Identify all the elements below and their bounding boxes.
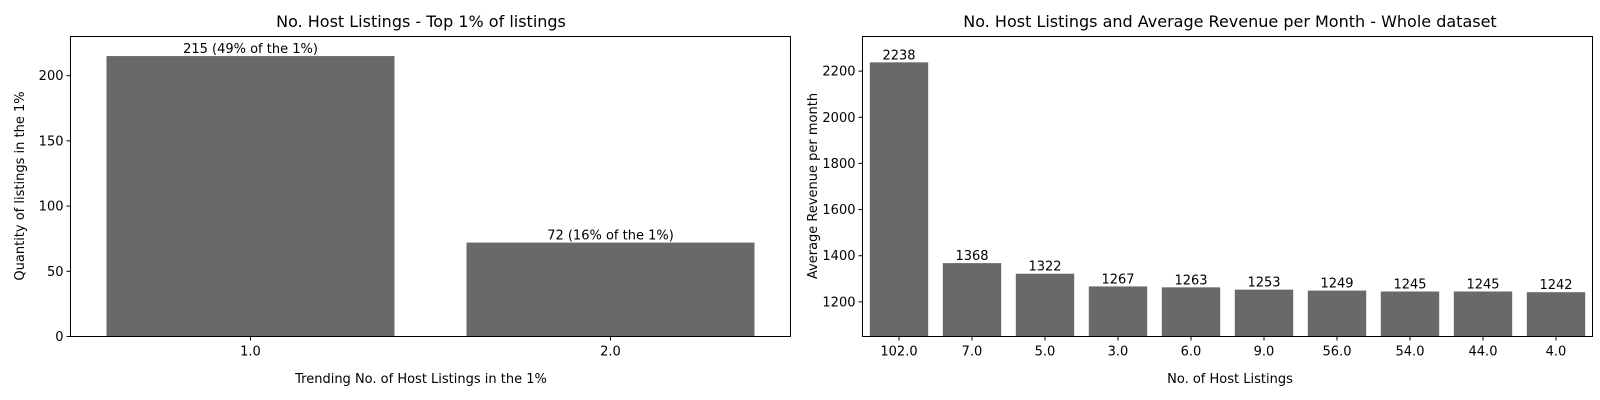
plot-frame: [70, 36, 791, 337]
data-label: 215 (49% of the 1%): [183, 42, 318, 57]
plot-frame: [862, 36, 1593, 337]
bar: [869, 62, 929, 337]
x-ticks: 102.0 7.0 5.0 3.0 6.0 9.0 56.0 54.0 44.0 4.0: [880, 336, 1567, 360]
y-tick-label: 1600: [822, 203, 855, 218]
y-tick-label: 1400: [822, 249, 855, 264]
x-tick-label: 3.0: [1108, 345, 1129, 360]
data-label: 1253: [1247, 276, 1280, 291]
x-axis-label: No. of Host Listings: [1167, 372, 1293, 387]
bar: [1453, 291, 1513, 337]
x-tick-label: 56.0: [1323, 345, 1352, 360]
y-tick-label: 150: [39, 134, 64, 149]
bar: [1307, 290, 1367, 337]
bar: [1380, 291, 1440, 337]
y-ticks: 1200 1400 1600 1800 2000 2200: [822, 65, 863, 310]
y-axis-label: Quantity of listings in the 1%: [13, 91, 28, 280]
data-label: 1249: [1320, 277, 1353, 292]
data-label: 1245: [1466, 278, 1499, 293]
y-axis-label: Average Revenue per month: [806, 93, 821, 279]
y-tick-label: 2000: [822, 111, 855, 126]
y-tick-label: 1800: [822, 157, 855, 172]
x-tick-label: 44.0: [1469, 345, 1498, 360]
x-tick-label: 6.0: [1181, 345, 1202, 360]
chart-host-listings-avg-revenue: No. Host Listings and Average Revenue pe…: [806, 12, 1593, 387]
chart-title: No. Host Listings - Top 1% of listings: [276, 12, 566, 31]
bar: [1161, 287, 1221, 337]
bars: [869, 62, 1586, 337]
y-tick-label: 50: [47, 265, 64, 280]
bar: [1234, 289, 1294, 337]
data-labels: 215 (49% of the 1%) 72 (16% of the 1%): [183, 42, 674, 244]
data-label: 1322: [1028, 260, 1061, 275]
data-label: 1242: [1539, 278, 1572, 293]
chart-title: No. Host Listings and Average Revenue pe…: [963, 12, 1496, 31]
bar: [1088, 286, 1148, 337]
bar: [942, 263, 1002, 337]
data-label: 1263: [1174, 273, 1207, 288]
x-tick-label: 2.0: [600, 345, 621, 360]
data-labels: 2238 1368 1322 1267 1263 1253 1249 1245 1245 1242: [882, 48, 1572, 293]
x-tick-label: 102.0: [880, 345, 917, 360]
bar: [466, 242, 755, 337]
x-tick-label: 1.0: [240, 345, 261, 360]
x-tick-label: 9.0: [1254, 345, 1275, 360]
chart-host-listings-top-1pct: No. Host Listings - Top 1% of listings T…: [13, 12, 791, 387]
data-label: 1267: [1101, 272, 1134, 287]
y-tick-label: 1200: [822, 295, 855, 310]
data-label: 1368: [955, 249, 988, 264]
x-tick-label: 4.0: [1546, 345, 1567, 360]
x-tick-label: 7.0: [962, 345, 983, 360]
bars: [106, 56, 755, 337]
x-axis-label: Trending No. of Host Listings in the 1%: [294, 372, 547, 387]
y-tick-label: 100: [39, 200, 64, 215]
y-tick-label: 2200: [822, 65, 855, 80]
y-tick-label: 0: [55, 330, 63, 345]
data-label: 1245: [1393, 278, 1426, 293]
y-ticks: 0 50 100 150 200: [39, 69, 71, 345]
data-label: 2238: [882, 48, 915, 63]
x-ticks: 1.0 2.0: [240, 336, 621, 360]
x-tick-label: 54.0: [1396, 345, 1425, 360]
bar: [106, 56, 395, 337]
bar: [1015, 273, 1075, 337]
data-label: 72 (16% of the 1%): [547, 229, 674, 244]
bar: [1526, 292, 1586, 337]
x-tick-label: 5.0: [1035, 345, 1056, 360]
y-tick-label: 200: [39, 69, 64, 84]
